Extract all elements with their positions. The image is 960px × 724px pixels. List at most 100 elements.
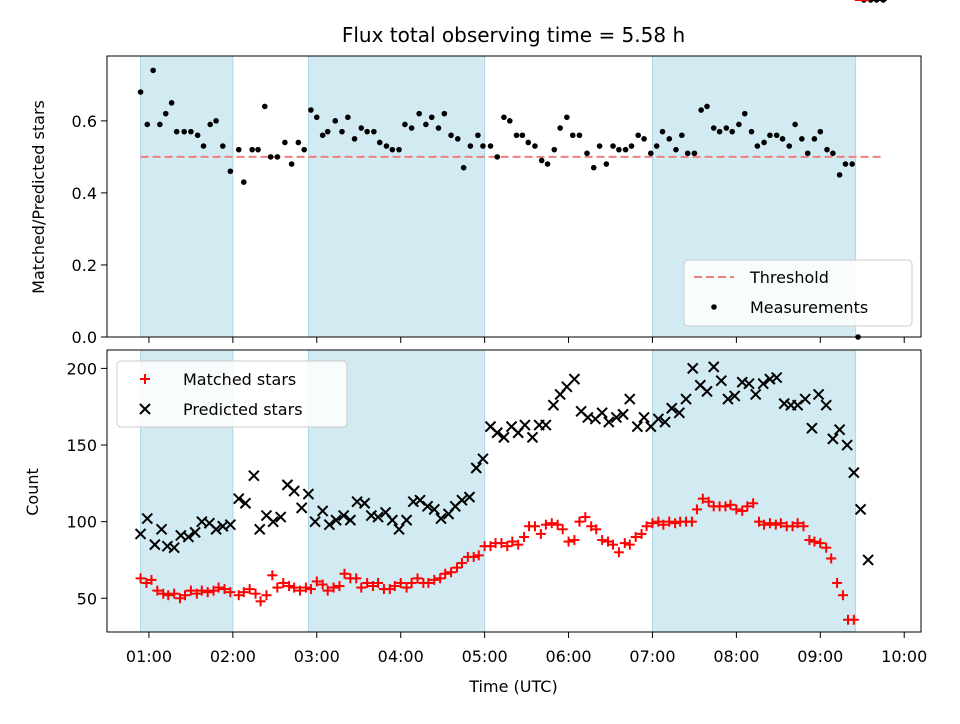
legend-threshold-label: Threshold [749, 268, 829, 287]
predicted-star-marker [770, 371, 783, 384]
measurement-point [653, 143, 660, 149]
measurement-point [267, 154, 274, 160]
bottom-xtick-label: 02:00 [210, 647, 256, 666]
measurement-point [423, 121, 429, 128]
measurement-point [313, 114, 320, 121]
predicted-star-marker [526, 431, 539, 444]
predicted-star-marker [189, 526, 201, 539]
measurement-point [339, 128, 345, 135]
top-ytick-label: 0.2 [72, 256, 97, 275]
legend-measurements-label: Measurements [750, 298, 868, 317]
measurement-point [301, 146, 308, 153]
matched-star-marker [250, 588, 261, 599]
measurement-point [519, 132, 526, 139]
measurement-point [402, 121, 408, 128]
measurement-point [288, 161, 295, 167]
measurement-point [416, 110, 422, 117]
bottom-y-axis-label: Count [23, 468, 42, 516]
matched-star-marker [507, 536, 518, 547]
predicted-star-marker [330, 514, 342, 526]
predicted-star-marker [337, 509, 350, 522]
predicted-star-marker [736, 376, 748, 388]
predicted-star-marker [224, 519, 237, 531]
measurement-point [673, 146, 679, 153]
predicted-star-marker [456, 494, 468, 506]
measurement-point [710, 125, 717, 131]
matched-star-marker [552, 519, 563, 530]
measurement-point [255, 146, 261, 153]
measurement-point [480, 143, 486, 149]
matched-star-marker [546, 518, 557, 529]
measurement-point [249, 146, 255, 153]
matched-star-marker [384, 584, 395, 595]
legend-predicted-x [139, 403, 151, 415]
predicted-star-marker [547, 399, 560, 411]
measurement-point [467, 143, 474, 149]
measurement-point [324, 128, 331, 135]
legend-predicted-swatch [139, 403, 151, 415]
measurement-point [351, 136, 358, 142]
predicted-star-marker [248, 469, 260, 482]
top-legend-box [683, 259, 913, 327]
measurement-point [383, 143, 390, 149]
top-panel: 0.0 0.2 0.4 0.6 Matched/Predicted stars Thr… [29, 0, 922, 347]
matched-star-marker [792, 518, 803, 529]
predicted-star-marker [309, 515, 321, 528]
matched-star-marker [815, 538, 826, 549]
measurement-point [441, 110, 448, 117]
predicted-star-marker [141, 512, 153, 525]
predicted-star-marker [728, 390, 741, 402]
predicted-star-marker [182, 531, 195, 543]
matched-star-marker [519, 531, 530, 542]
measurement-point [842, 161, 849, 167]
predicted-star-marker [233, 492, 245, 505]
measurement-point [603, 161, 610, 167]
bottom-xtick-label: 01:00 [126, 647, 172, 666]
measurement-point [641, 136, 647, 142]
matched-star-marker [412, 573, 423, 584]
predicted-star-marker [400, 514, 413, 526]
matched-star-marker [848, 614, 859, 625]
predicted-star-marker [757, 378, 769, 390]
measurement-point [282, 139, 288, 146]
matched-star-marker [451, 562, 462, 573]
measurement-point [235, 146, 242, 153]
measurement-point [220, 143, 226, 149]
measurement-point [358, 125, 365, 131]
matched-star-marker [619, 538, 630, 549]
predicted-star-marker [778, 397, 790, 410]
predicted-star-marker [168, 541, 180, 554]
top-ytick-label: 0.0 [72, 328, 97, 347]
measurement-point [207, 121, 214, 128]
predicted-star-marker [610, 411, 623, 424]
measurement-point [635, 132, 641, 139]
bottom-axes-frame [106, 349, 922, 633]
bottom-panel: 50 100 150 200 01:00 02:00 03:00 04:00 05:00 06:… [23, 0, 927, 696]
matched-star-marker [311, 576, 322, 587]
matched-star-marker [328, 582, 339, 593]
measurement-point [773, 132, 780, 139]
predicted-star-marker [659, 416, 671, 428]
measurement-point [741, 110, 748, 117]
x-axis-label: Time (UTC) [468, 677, 557, 696]
bottom-xtick-label: 10:00 [881, 647, 927, 666]
predicted-star-marker [820, 399, 832, 411]
matched-star-marker [703, 496, 714, 507]
matched-star-marker [473, 550, 484, 561]
measurement-point [460, 164, 467, 171]
bottom-ytick-label: 150 [66, 436, 97, 455]
top-y-ticks: 0.0 0.2 0.4 0.6 [72, 112, 107, 347]
bottom-ytick-label: 50 [77, 589, 97, 608]
measurement-point [162, 110, 169, 117]
predicted-star-marker [463, 491, 476, 503]
matched-star-marker [169, 588, 180, 599]
measurement-point [408, 125, 415, 131]
predicted-star-marker [791, 399, 804, 411]
measurement-point [144, 121, 151, 128]
bottom-ytick-label: 200 [66, 359, 97, 378]
matched-star-marker [300, 582, 311, 593]
predicted-star-marker [421, 500, 434, 513]
predicted-star-marker [764, 373, 776, 385]
measurement-point [786, 143, 793, 149]
